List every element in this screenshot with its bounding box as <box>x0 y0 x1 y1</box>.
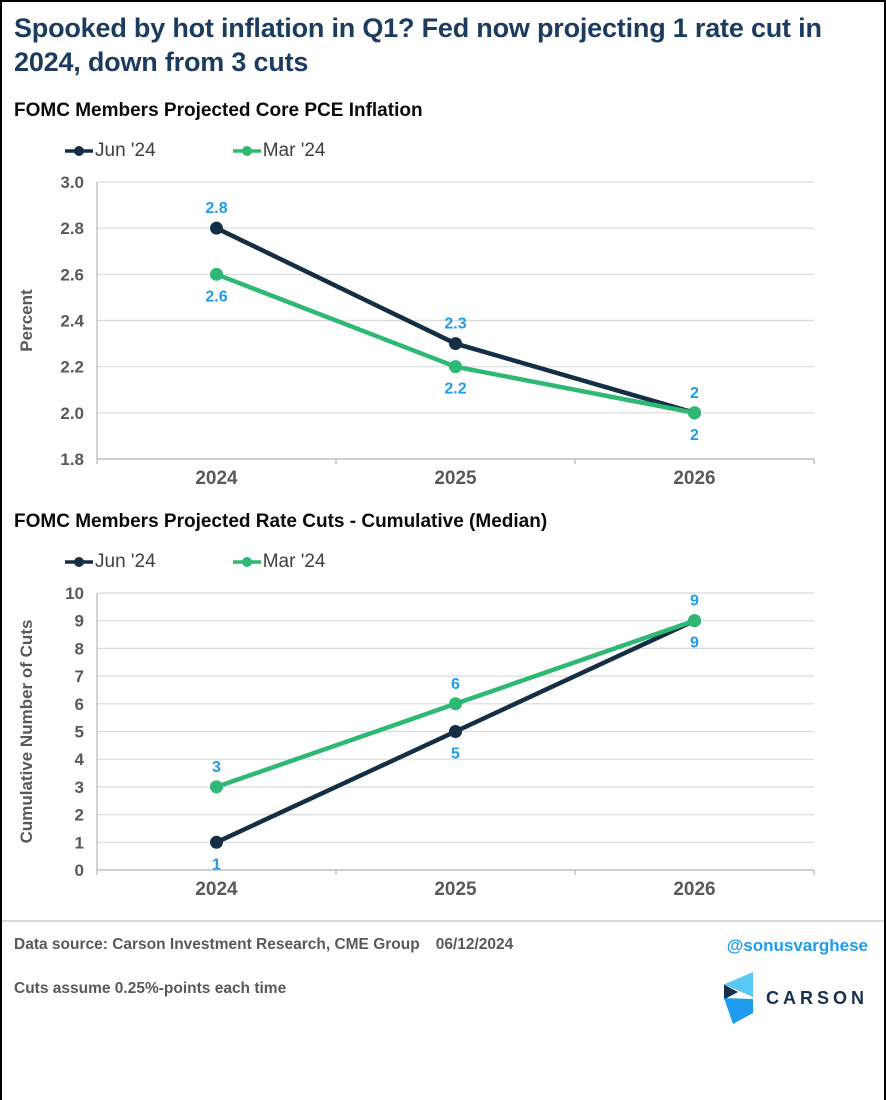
chart-1-title: FOMC Members Projected Core PCE Inflatio… <box>14 99 423 121</box>
svg-text:2.8: 2.8 <box>60 219 84 238</box>
date-text: 06/12/2024 <box>435 935 514 953</box>
carson-logo: CARSON <box>720 971 868 1026</box>
svg-text:2: 2 <box>75 805 84 824</box>
svg-text:2026: 2026 <box>673 468 715 489</box>
svg-text:2025: 2025 <box>434 468 477 489</box>
svg-text:3: 3 <box>212 758 221 775</box>
legend-item: Mar '24 <box>232 550 326 573</box>
svg-text:3: 3 <box>75 777 84 796</box>
svg-text:2.3: 2.3 <box>444 315 466 332</box>
svg-text:2025: 2025 <box>434 879 477 900</box>
svg-text:1: 1 <box>212 856 221 873</box>
svg-text:Percent: Percent <box>17 288 36 351</box>
legend-item: Mar '24 <box>232 139 326 162</box>
svg-text:2026: 2026 <box>673 879 715 900</box>
svg-text:2.0: 2.0 <box>60 403 84 422</box>
rate-cuts-chart: 0 1 2 3 4 5 6 7 8 9 10 2024 2025 2026 Cumulative Numbe… <box>17 584 815 900</box>
legend-marker-icon <box>65 145 93 156</box>
chart-2-legend: Jun '24 Mar '24 <box>2 551 884 573</box>
svg-text:9: 9 <box>75 611 84 630</box>
svg-text:5: 5 <box>75 722 84 741</box>
svg-text:5: 5 <box>451 745 460 762</box>
svg-text:9: 9 <box>690 634 699 651</box>
footer-divider <box>2 919 884 922</box>
svg-text:9: 9 <box>690 592 699 609</box>
inflation-chart: 1.8 2.0 2.2 2.4 2.6 2.8 3.0 2024 2025 2026 Percent… <box>17 173 815 489</box>
svg-text:4: 4 <box>75 750 85 769</box>
svg-text:8: 8 <box>75 639 84 658</box>
svg-text:1: 1 <box>75 833 84 852</box>
social-handle-link[interactable]: @sonusvarghese <box>726 935 868 955</box>
legend-item: Jun '24 <box>64 551 156 573</box>
carson-chevron-icon <box>723 971 753 1024</box>
svg-text:Cumulative Number of Cuts: Cumulative Number of Cuts <box>17 619 36 843</box>
svg-text:3.0: 3.0 <box>60 173 84 192</box>
chart-1-legend: Jun '24 Mar '24 <box>2 140 884 162</box>
legend-label: Mar '24 <box>262 550 326 572</box>
svg-text:2.2: 2.2 <box>60 357 84 376</box>
brand-name: CARSON <box>765 988 868 1008</box>
svg-text:6: 6 <box>451 675 460 692</box>
svg-text:2024: 2024 <box>195 879 238 900</box>
svg-text:2.6: 2.6 <box>205 288 227 305</box>
footer-text-block: Data source: Carson Investment Research,… <box>14 936 513 1026</box>
svg-text:2.4: 2.4 <box>60 311 84 330</box>
svg-text:2.8: 2.8 <box>205 200 227 217</box>
svg-text:2.2: 2.2 <box>444 380 466 397</box>
svg-text:6: 6 <box>75 694 84 713</box>
legend-label: Jun '24 <box>95 139 156 161</box>
svg-text:0: 0 <box>75 861 84 880</box>
footer-brand-block: @sonusvarghese CARSON <box>720 936 868 1026</box>
footer: Data source: Carson Investment Research,… <box>2 922 884 1026</box>
data-source-text: Data source: Carson Investment Research,… <box>14 935 420 953</box>
data-source-line: Data source: Carson Investment Research,… <box>14 936 513 954</box>
svg-text:2.6: 2.6 <box>60 265 84 284</box>
legend-label: Jun '24 <box>95 550 156 572</box>
svg-text:10: 10 <box>65 584 84 603</box>
svg-text:2: 2 <box>690 384 699 401</box>
legend-marker-icon <box>232 145 261 156</box>
legend-marker-icon <box>65 556 93 567</box>
chart-2-title: FOMC Members Projected Rate Cuts - Cumul… <box>14 510 548 532</box>
page-title: Spooked by hot inflation in Q1? Fed now … <box>14 13 822 77</box>
footnote-text: Cuts assume 0.25%-points each time <box>14 979 287 997</box>
svg-text:1.8: 1.8 <box>60 450 84 469</box>
legend-item: Jun '24 <box>64 140 156 162</box>
svg-text:2024: 2024 <box>195 468 238 489</box>
legend-label: Mar '24 <box>262 139 326 161</box>
svg-text:7: 7 <box>75 667 84 686</box>
legend-marker-icon <box>232 556 261 567</box>
svg-text:2: 2 <box>690 426 699 443</box>
